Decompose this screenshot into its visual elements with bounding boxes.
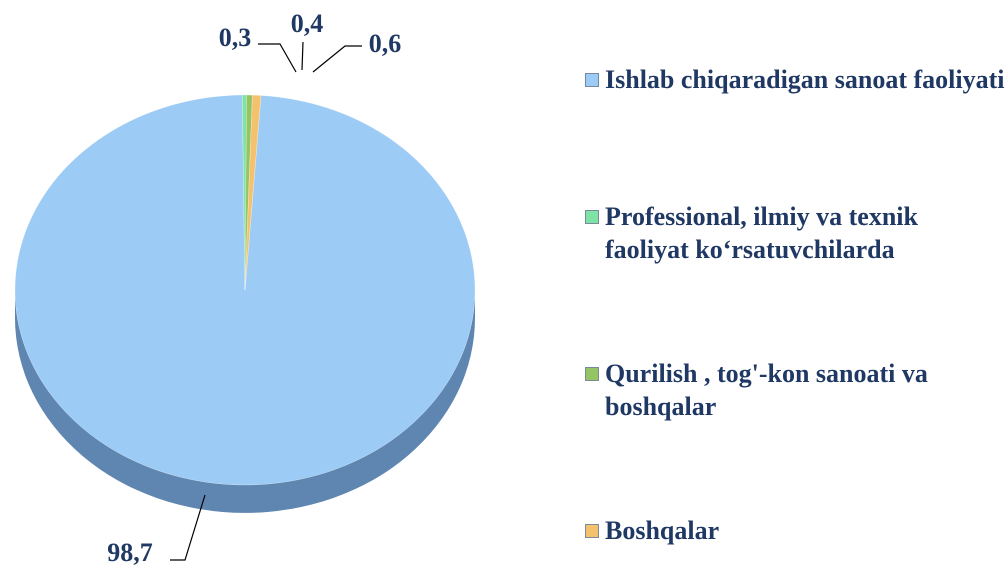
legend-swatch [585,73,599,87]
legend-label: Ishlab chiqaradigan sanoat faoliyati [605,65,1005,94]
value-label: 0,4 [291,9,324,38]
legend-item: Boshqalar [585,514,1005,547]
legend-swatch [585,210,599,224]
leader-line [170,494,206,561]
legend-swatch [585,524,599,538]
value-label: 98,7 [107,538,153,567]
pie-slice [244,94,262,291]
leader-line [301,41,304,71]
legend-label: Boshqalar [605,516,720,545]
value-label: 0,3 [219,23,252,52]
leader-line [312,45,362,73]
legend-swatch [585,367,599,381]
legend-label: Qurilish , tog'-kon sanoati va boshqalar [605,359,928,421]
pie-slice [14,94,476,486]
leader-line [258,43,297,73]
value-label: 0,6 [369,29,402,58]
legend-item: Ishlab chiqaradigan sanoat faoliyati [585,63,1005,96]
legend-item: Qurilish , tog'-kon sanoati va boshqalar [585,357,1005,423]
legend-label: Professional, ilmiy va texnik faoliyat k… [605,202,918,264]
legend-item: Professional, ilmiy va texnik faoliyat k… [585,200,1005,266]
